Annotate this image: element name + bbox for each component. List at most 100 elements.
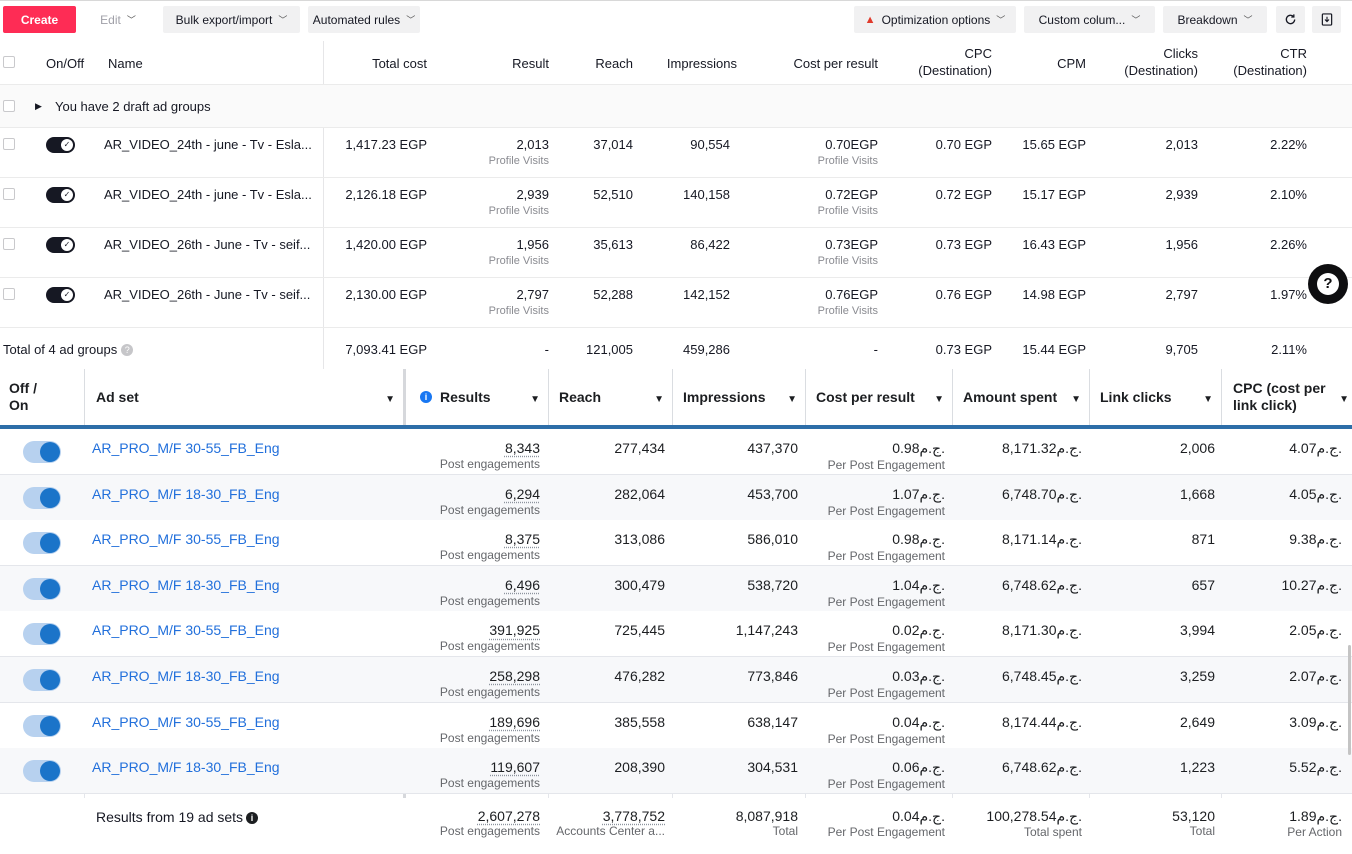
- footer-reach-value[interactable]: 3,778,752: [602, 808, 665, 824]
- ad-group-name[interactable]: AR_VIDEO_24th - june - Tv - Esla...: [104, 187, 312, 202]
- ad-set-link[interactable]: AR_PRO_M/F 30-55_FB_Eng: [92, 713, 280, 730]
- status-toggle[interactable]: [23, 714, 61, 737]
- sort-down-icon[interactable]: ▼: [654, 394, 664, 405]
- results-value[interactable]: 189,696: [489, 713, 540, 730]
- footer-results-value[interactable]: 2,607,278: [477, 808, 540, 824]
- header-reach[interactable]: Reach: [595, 56, 633, 71]
- table-row[interactable]: ✓ AR_VIDEO_26th - June - Tv - seif... 2,13…: [0, 278, 1352, 328]
- status-toggle[interactable]: ✓: [46, 187, 75, 203]
- header-cpc[interactable]: CPC (Destination): [882, 45, 992, 79]
- header-clicks[interactable]: Clicks (Destination): [1090, 45, 1198, 79]
- results-footer: Results from 19 ad sets i 2,607,278 Post e…: [0, 798, 1352, 854]
- sort-down-icon[interactable]: ▼: [1203, 394, 1213, 405]
- table-row[interactable]: AR_PRO_M/F 18-30_FB_Eng 6,294 Post engagem…: [0, 474, 1352, 521]
- sort-down-icon[interactable]: ▼: [1339, 394, 1349, 405]
- table-row[interactable]: AR_PRO_M/F 30-55_FB_Eng 189,696 Post engag…: [0, 702, 1352, 749]
- header-reach[interactable]: Reach ▼: [548, 369, 672, 425]
- ad-set-link[interactable]: AR_PRO_M/F 18-30_FB_Eng: [92, 759, 280, 776]
- table-row[interactable]: ✓ AR_VIDEO_26th - June - Tv - seif... 1,42…: [0, 228, 1352, 278]
- row-checkbox[interactable]: [3, 238, 15, 250]
- results-value[interactable]: 8,343: [504, 440, 540, 456]
- info-icon[interactable]: i: [420, 391, 432, 403]
- table-row[interactable]: ✓ AR_VIDEO_24th - june - Tv - Esla... 2,12…: [0, 178, 1352, 228]
- header-cpm[interactable]: CPM: [1057, 56, 1086, 71]
- results-value[interactable]: 6,294: [504, 485, 540, 502]
- status-toggle[interactable]: ✓: [46, 287, 75, 303]
- header-link-clicks[interactable]: Link clicks ▼: [1089, 369, 1221, 425]
- results-value[interactable]: 8,375: [504, 531, 540, 548]
- table-row[interactable]: AR_PRO_M/F 30-55_FB_Eng 8,375 Post engagem…: [0, 520, 1352, 567]
- table-row[interactable]: AR_PRO_M/F 18-30_FB_Eng 258,298 Post engag…: [0, 657, 1352, 703]
- breakdown-button[interactable]: Breakdown ﹀: [1163, 6, 1267, 33]
- status-toggle[interactable]: [23, 532, 61, 555]
- status-toggle[interactable]: [23, 669, 61, 691]
- link-clicks: 3,259: [1179, 668, 1215, 684]
- table-row[interactable]: AR_PRO_M/F 30-55_FB_Eng 391,925 Post engag…: [0, 611, 1352, 658]
- sort-down-icon[interactable]: ▼: [934, 394, 944, 405]
- results-value[interactable]: 391,925: [489, 622, 540, 639]
- ad-set-link[interactable]: AR_PRO_M/F 18-30_FB_Eng: [92, 485, 280, 502]
- status-toggle[interactable]: [23, 577, 61, 600]
- header-ad-set[interactable]: Ad set ▼: [84, 369, 403, 425]
- ad-set-link[interactable]: AR_PRO_M/F 30-55_FB_Eng: [92, 622, 280, 639]
- select-all-checkbox[interactable]: [3, 56, 15, 68]
- status-toggle[interactable]: ✓: [46, 137, 75, 153]
- export-button[interactable]: [1312, 6, 1341, 33]
- ad-group-name[interactable]: AR_VIDEO_24th - june - Tv - Esla...: [104, 137, 312, 152]
- ad-set-link[interactable]: AR_PRO_M/F 30-55_FB_Eng: [92, 531, 280, 548]
- header-cost-per-result[interactable]: Cost per result: [793, 56, 878, 71]
- draft-checkbox[interactable]: [3, 100, 15, 112]
- create-button[interactable]: Create: [3, 6, 76, 33]
- sort-down-icon[interactable]: ▼: [385, 394, 395, 405]
- header-off-on[interactable]: Off / On: [0, 369, 84, 425]
- status-toggle[interactable]: [23, 623, 61, 646]
- results-value[interactable]: 119,607: [490, 759, 540, 776]
- header-onoff[interactable]: On/Off: [46, 56, 85, 71]
- sort-down-icon[interactable]: ▼: [1071, 394, 1081, 405]
- header-amount-spent[interactable]: Amount spent ▼: [952, 369, 1089, 425]
- row-checkbox[interactable]: [3, 138, 15, 150]
- table-row[interactable]: AR_PRO_M/F 18-30_FB_Eng 6,496 Post engagem…: [0, 565, 1352, 612]
- floating-help-button[interactable]: ?: [1308, 264, 1348, 304]
- header-impressions[interactable]: Impressions: [666, 56, 737, 71]
- sort-down-icon[interactable]: ▼: [787, 394, 797, 405]
- table-row[interactable]: AR_PRO_M/F 30-55_FB_Eng 8,343 Post engagem…: [0, 429, 1352, 475]
- table-row[interactable]: AR_PRO_M/F 18-30_FB_Eng 119,607 Post engag…: [0, 748, 1352, 795]
- status-toggle[interactable]: [23, 486, 61, 509]
- info-icon[interactable]: i: [246, 812, 259, 824]
- bulk-export-import-button[interactable]: Bulk export/import ﹀: [163, 6, 300, 33]
- row-checkbox[interactable]: [3, 188, 15, 200]
- header-impressions[interactable]: Impressions ▼: [672, 369, 805, 425]
- ad-group-name[interactable]: AR_VIDEO_26th - June - Tv - seif...: [104, 287, 311, 302]
- ad-group-name[interactable]: AR_VIDEO_26th - June - Tv - seif...: [104, 237, 311, 252]
- refresh-icon: [1285, 14, 1296, 25]
- table-row[interactable]: ✓ AR_VIDEO_24th - june - Tv - Esla... 1,41…: [0, 128, 1352, 178]
- results-value[interactable]: 258,298: [489, 668, 540, 684]
- help-icon[interactable]: ?: [121, 344, 134, 356]
- header-name[interactable]: Name: [108, 56, 143, 71]
- caret-right-icon[interactable]: ▶: [35, 101, 42, 111]
- ad-set-link[interactable]: AR_PRO_M/F 18-30_FB_Eng: [92, 668, 280, 684]
- draft-row[interactable]: ▶ You have 2 draft ad groups: [0, 85, 1352, 128]
- status-toggle[interactable]: [23, 760, 61, 783]
- header-cpc[interactable]: CPC (cost per link click) ▼: [1221, 369, 1352, 425]
- sort-down-icon[interactable]: ▼: [530, 394, 540, 405]
- optimization-options-button[interactable]: ▲ Optimization options ﹀: [854, 6, 1016, 33]
- edit-button[interactable]: Edit ﹀: [82, 6, 154, 33]
- vertical-scrollbar[interactable]: [1348, 645, 1351, 755]
- draft-label[interactable]: You have 2 draft ad groups: [55, 99, 211, 114]
- header-result[interactable]: Result: [512, 56, 549, 71]
- automated-rules-button[interactable]: Automated rules ﹀: [308, 6, 420, 33]
- custom-columns-button[interactable]: Custom colum... ﹀: [1024, 6, 1155, 33]
- header-results[interactable]: i Results ▼: [403, 369, 548, 425]
- status-toggle[interactable]: [23, 441, 61, 463]
- refresh-button[interactable]: [1276, 6, 1305, 33]
- header-total-cost[interactable]: Total cost: [372, 56, 427, 71]
- results-value[interactable]: 6,496: [504, 576, 540, 593]
- ad-set-link[interactable]: AR_PRO_M/F 30-55_FB_Eng: [92, 440, 280, 456]
- header-cost-per-result[interactable]: Cost per result ▼: [805, 369, 952, 425]
- ad-set-link[interactable]: AR_PRO_M/F 18-30_FB_Eng: [92, 576, 280, 593]
- header-ctr[interactable]: CTR (Destination): [1200, 45, 1307, 79]
- row-checkbox[interactable]: [3, 288, 15, 300]
- status-toggle[interactable]: ✓: [46, 237, 75, 253]
